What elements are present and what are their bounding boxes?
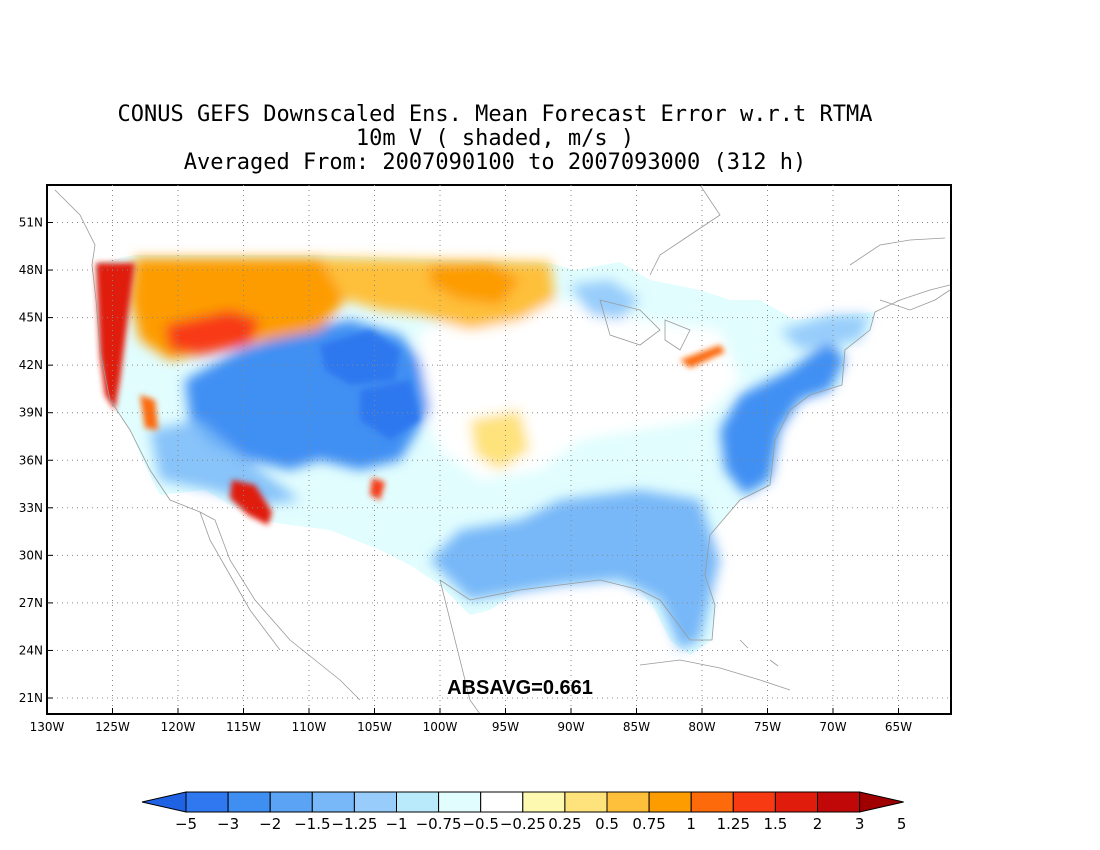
field-red-northwest [165, 310, 260, 355]
shaded-error-field [96, 255, 875, 655]
colorbar-left-arrow [141, 791, 187, 813]
coastline-great-lakes [599, 299, 691, 351]
colorbar-swatch [311, 791, 355, 813]
colorbar-swatch [480, 791, 524, 813]
colorbar-swatch [606, 791, 650, 813]
colorbar-label: 0.5 [595, 815, 619, 833]
lat-label: 24N [19, 643, 43, 657]
colorbar-label: 5 [897, 815, 907, 833]
lat-label: 51N [19, 216, 43, 230]
colorbar-label: −0.25 [500, 815, 546, 833]
colorbar-label: 3 [855, 815, 865, 833]
colorbar-swatch [817, 791, 861, 813]
coastline-mexico-gulf [439, 579, 481, 714]
coastline-nova-scotia [879, 289, 951, 311]
colorbar: −5 −3 −2 −1.5 −1.25 −1 −0.75 −0.5 −0.25 0.25 0.5 0.… [141, 791, 907, 833]
lat-label: 36N [19, 453, 43, 467]
coastline-atlantic [769, 284, 951, 486]
colorbar-label: −5 [175, 815, 197, 833]
field-blue-dark-west [320, 330, 400, 385]
latitude-labels: 21N 24N 27N 30N 33N 36N 39N 42N 45N 48N 51N [19, 216, 43, 706]
lat-label: 39N [19, 406, 43, 420]
graticule [46, 185, 951, 714]
field-red-arizona [230, 480, 272, 525]
lon-label: 85W [623, 720, 650, 734]
coastline-gulf [439, 484, 771, 641]
field-orange-sierra [140, 395, 158, 430]
map-frame [46, 184, 952, 715]
lat-label: 33N [19, 501, 43, 515]
colorbar-label: 1.5 [763, 815, 787, 833]
colorbar-swatch [269, 791, 313, 813]
lon-label: 100W [423, 720, 458, 734]
field-blue-east [720, 340, 845, 495]
colorbar-swatch [353, 791, 397, 813]
colorbar-label: 0.25 [548, 815, 581, 833]
colorbar-swatch [185, 791, 229, 813]
field-red-newmexico [370, 478, 385, 500]
coastline-newfoundland [849, 237, 946, 266]
lon-label: 65W [885, 720, 912, 734]
lon-label: 130W [30, 720, 65, 734]
colorbar-swatch [774, 791, 819, 813]
colorbar-swatch [732, 791, 776, 813]
field-orange-plains [470, 410, 530, 470]
colorbar-label: 1.25 [717, 815, 750, 833]
colorbar-label: −0.5 [462, 815, 498, 833]
coastline-canada-north [649, 185, 721, 276]
coastline-bahamas [739, 639, 779, 667]
coastline-baja [199, 511, 281, 651]
map-title-line-2: 10m V ( shaded, m/s ) [355, 126, 635, 151]
field-blue-lakes [570, 280, 640, 320]
colorbar-label: −1.5 [294, 815, 330, 833]
colorbar-swatch [438, 791, 482, 813]
field-red-erie [680, 345, 725, 368]
colorbar-label: −1 [385, 815, 407, 833]
colorbar-swatch [522, 791, 566, 813]
absavg-statistic: ABSAVG=0.661 [447, 677, 593, 699]
lon-label: 70W [819, 720, 846, 734]
colorbar-swatch [648, 791, 692, 813]
lon-label: 80W [688, 720, 715, 734]
lat-label: 48N [19, 263, 43, 277]
lat-label: 21N [19, 691, 43, 705]
colorbar-swatch [564, 791, 608, 813]
lon-label: 110W [292, 720, 327, 734]
lon-label: 115W [226, 720, 261, 734]
colorbar-label: −0.75 [416, 815, 462, 833]
field-orange-north-strong [430, 262, 520, 305]
colorbar-label: 0.75 [632, 815, 665, 833]
lon-label: 90W [557, 720, 584, 734]
lat-label: 42N [19, 358, 43, 372]
lat-label: 30N [19, 548, 43, 562]
field-blue-west-light [150, 420, 300, 505]
lon-label: 120W [161, 720, 196, 734]
lon-label: 125W [95, 720, 130, 734]
lat-label: 27N [19, 596, 43, 610]
colorbar-swatch [396, 791, 440, 813]
coastlines [54, 185, 951, 714]
colorbar-swatch [690, 791, 734, 813]
field-blue-northeast [780, 315, 870, 350]
colorbar-right-arrow [859, 791, 904, 813]
colorbar-swatch [227, 791, 271, 813]
coastline-pacific [54, 189, 361, 701]
longitude-labels: 130W 125W 120W 115W 110W 105W 100W 95W 90W 85W 80W… [30, 720, 913, 734]
map-title-line-3: Averaged From: 2007090100 to 2007093000 … [183, 150, 807, 175]
field-red-coast [96, 263, 135, 410]
lon-label: 95W [492, 720, 519, 734]
map-title-line-1: CONUS GEFS Downscaled Ens. Mean Forecast… [117, 102, 873, 127]
field-blue-southeast [430, 490, 720, 650]
colorbar-label: −2 [259, 815, 281, 833]
lat-label: 45N [19, 311, 43, 325]
lon-label: 105W [357, 720, 392, 734]
colorbar-label: −1.25 [331, 815, 377, 833]
colorbar-label: −3 [217, 815, 239, 833]
coastline-cuba [639, 659, 791, 691]
lon-label: 75W [754, 720, 781, 734]
colorbar-label: 2 [813, 815, 823, 833]
colorbar-label: 1 [686, 815, 696, 833]
